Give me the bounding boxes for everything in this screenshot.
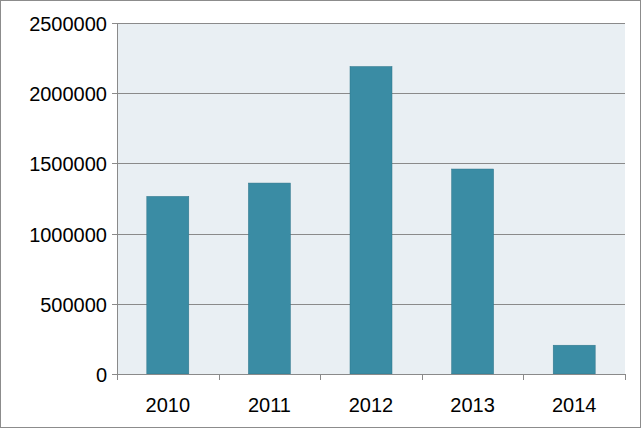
bar: [248, 183, 290, 374]
y-tick-label: 500000: [40, 294, 107, 316]
bar: [553, 345, 595, 374]
x-tick: [320, 374, 321, 380]
outer-frame: [1, 1, 641, 428]
y-tick: [112, 163, 117, 164]
grid-line: [117, 23, 625, 24]
y-tick-label: 0: [96, 364, 107, 386]
y-tick-label: 1500000: [29, 153, 107, 175]
x-axis: [117, 374, 625, 375]
x-tick: [422, 374, 423, 380]
chart: 0 500000 1000000 1500000 2000000 2500000 2010 2…: [0, 0, 641, 428]
x-tick: [523, 374, 524, 380]
bar: [350, 67, 392, 374]
x-tick: [117, 374, 118, 380]
y-tick: [112, 234, 117, 235]
grid-line: [117, 374, 625, 375]
x-tick-label: 2014: [552, 394, 597, 416]
y-tick-label: 2000000: [29, 83, 107, 105]
bar: [147, 196, 189, 374]
x-tick-label: 2012: [349, 394, 394, 416]
y-tick-label: 2500000: [29, 13, 107, 35]
bar: [452, 169, 494, 374]
x-tick-label: 2011: [248, 394, 291, 416]
plot-background: [117, 23, 625, 374]
x-tick: [625, 374, 626, 380]
x-tick: [219, 374, 220, 380]
bars: [147, 67, 595, 374]
x-tick-label: 2010: [146, 394, 191, 416]
y-tick: [112, 304, 117, 305]
y-tick-label: 1000000: [29, 224, 107, 246]
y-axis: [117, 23, 118, 374]
y-tick: [112, 93, 117, 94]
y-tick: [112, 374, 117, 375]
x-tick-label: 2013: [450, 394, 495, 416]
y-tick: [112, 23, 117, 24]
